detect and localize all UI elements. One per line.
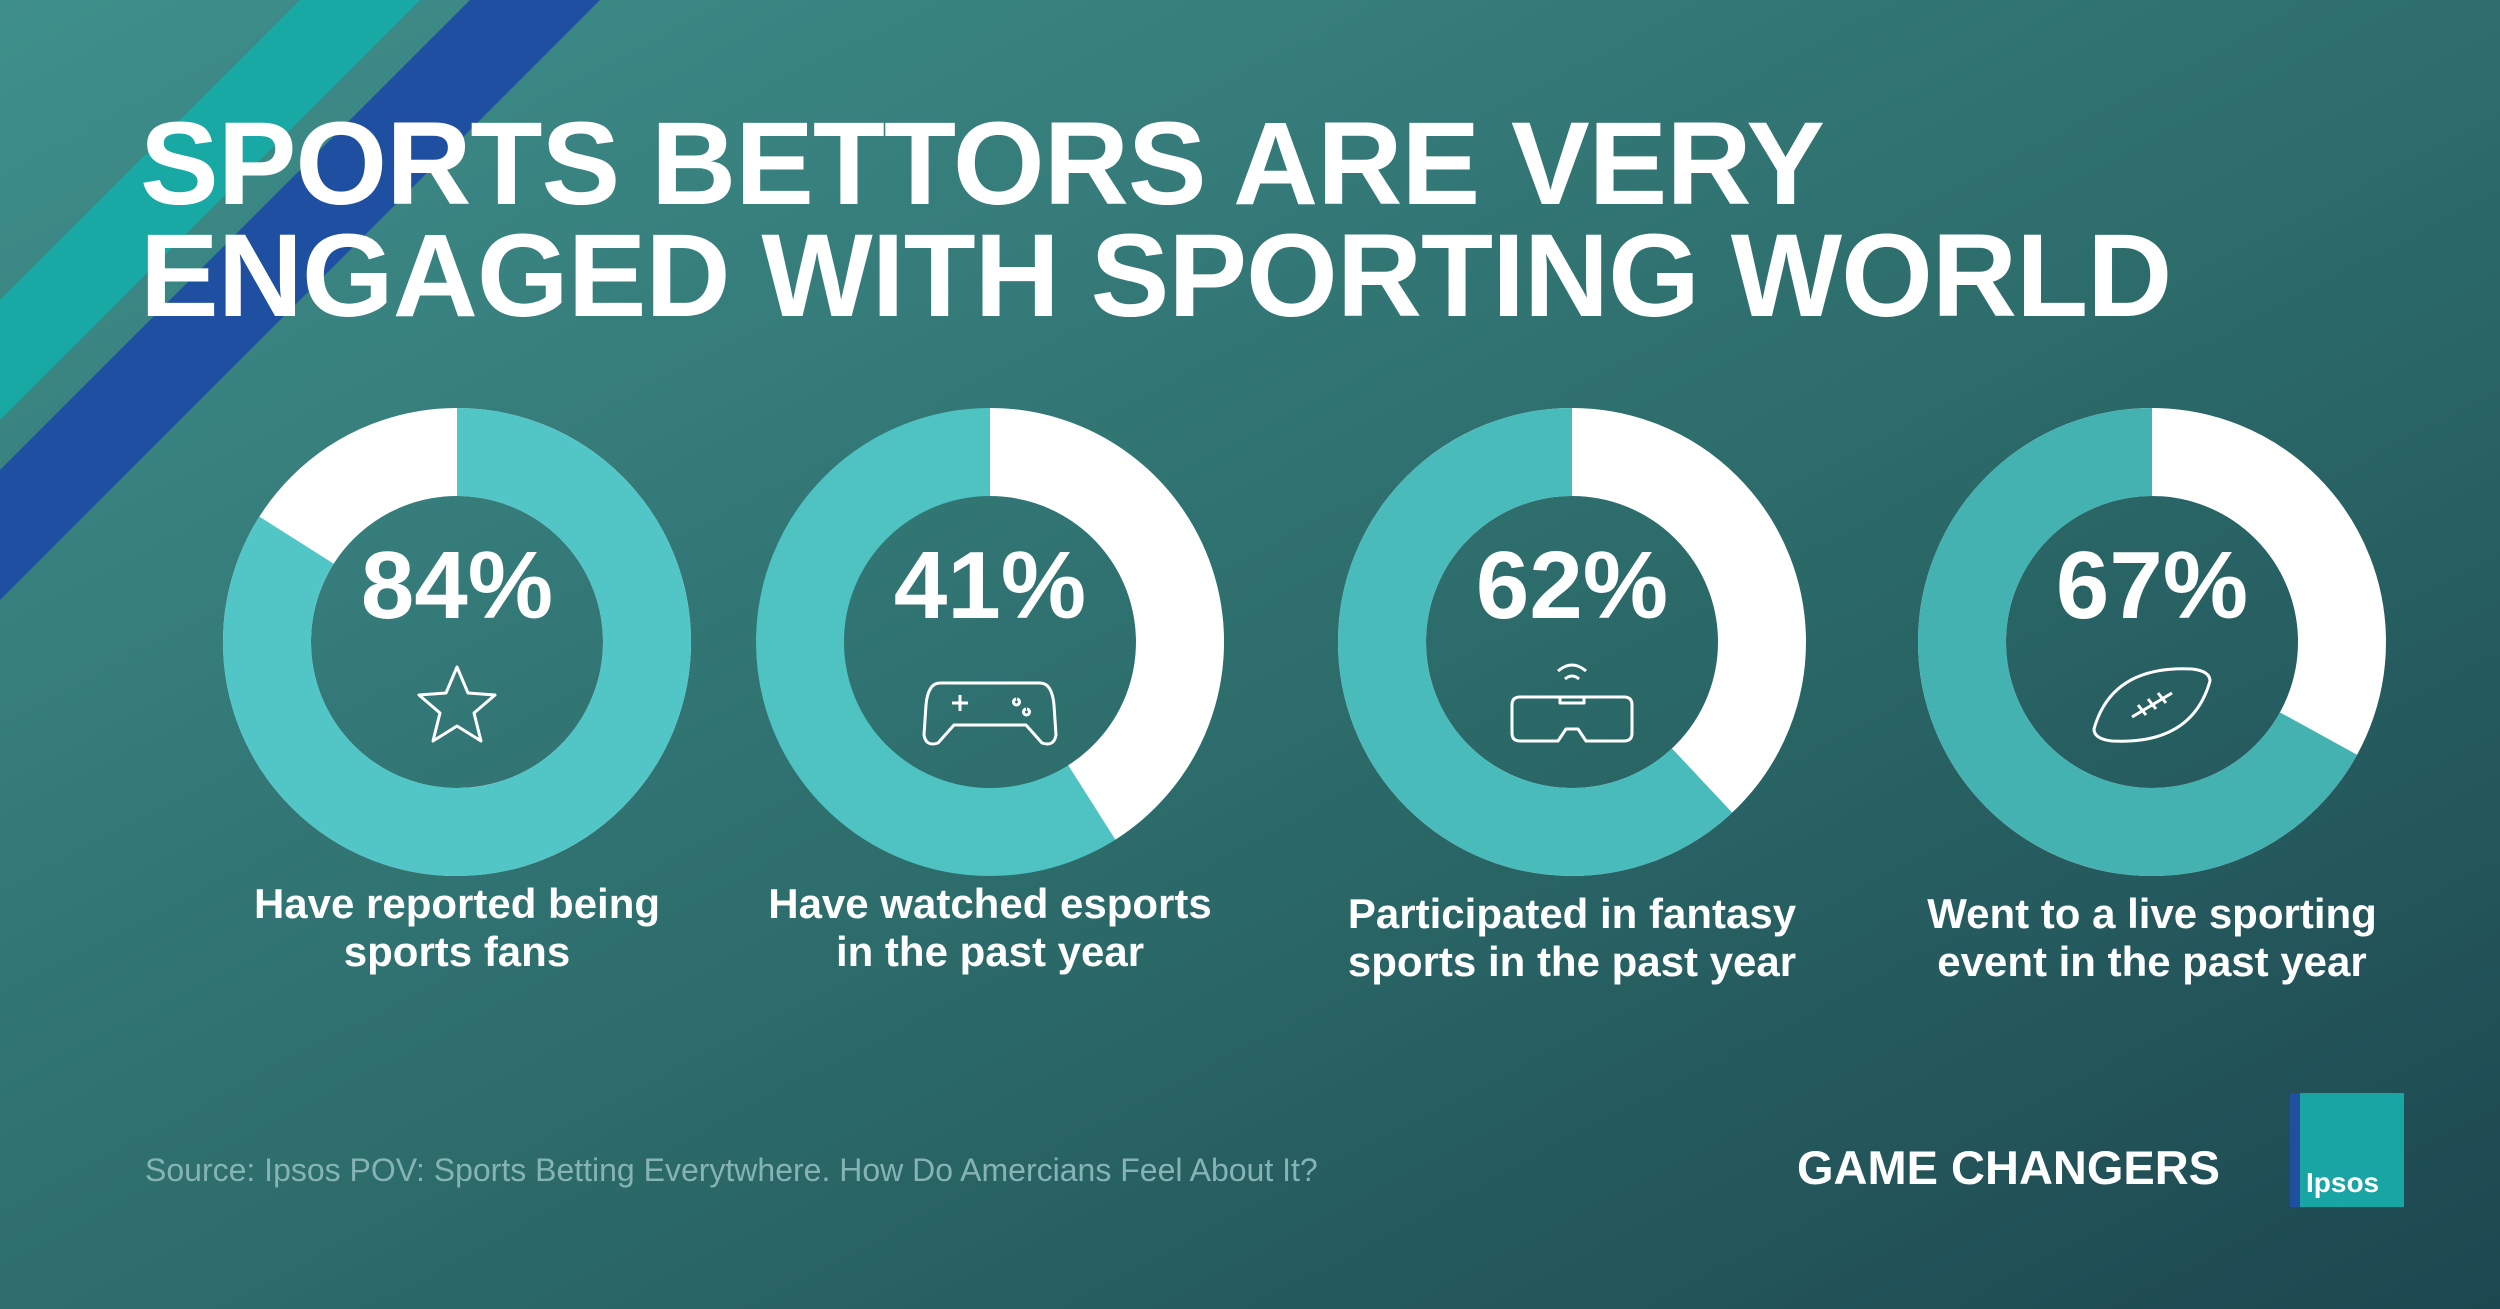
value-label: 67% — [2056, 532, 2248, 639]
value-label: 41% — [894, 532, 1086, 639]
donut-caption: Have watched esports in the past year — [768, 880, 1212, 975]
icon — [2092, 667, 2212, 743]
value-label: 84% — [361, 532, 553, 639]
donut-segment — [223, 408, 691, 876]
donut-segment — [1918, 408, 2358, 876]
donut-caption: Went to a live sporting event in the pas… — [1927, 890, 2377, 985]
stripe — [0, 0, 600, 600]
icon — [922, 681, 1058, 746]
source: Source: Ipsos POV: Sports Betting Everyt… — [145, 1152, 1318, 1188]
donut-caption: Have reported being sports fans — [253, 880, 661, 975]
value-label: 62% — [1476, 532, 1668, 639]
logo-text: Ipsos — [2306, 1167, 2380, 1198]
logo: Ipsos — [2290, 1093, 2404, 1207]
donut-segment — [989, 408, 1224, 840]
icon — [417, 665, 497, 743]
donut-caption: Participated in fantasy sports in the pa… — [1347, 890, 1797, 985]
title: SPORTS BETTORS ARE VERY ENGAGED WITH SPO… — [140, 98, 2172, 342]
brand: GAME CHANGERS — [1797, 1141, 2221, 1194]
icon — [1510, 663, 1634, 743]
stripe — [0, 0, 420, 420]
donut-segment — [1338, 408, 1733, 876]
